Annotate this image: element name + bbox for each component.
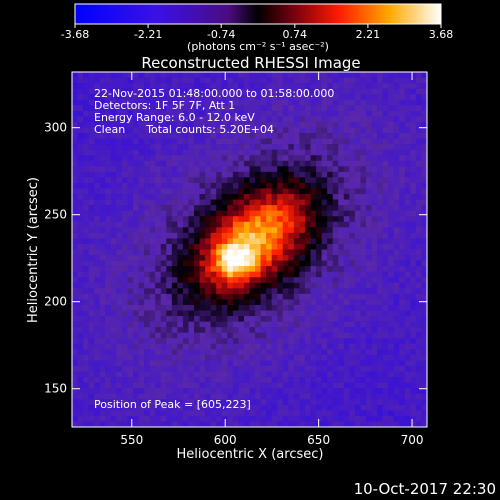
x-tick-label: 700 <box>401 433 424 447</box>
colorbar-tick-label: -0.74 <box>207 28 235 41</box>
x-axis-label: Heliocentric X (arcsec) <box>177 447 324 462</box>
chart-title: Reconstructed RHESSI Image <box>141 54 360 72</box>
x-axis-ticks: 550 600 650 700 <box>120 72 424 447</box>
annotation-clean-counts: Clean Total counts: 5.20E+04 <box>94 123 274 136</box>
y-tick-label: 150 <box>44 382 67 396</box>
x-tick-label: 550 <box>120 433 143 447</box>
colorbar-tick-label: 3.68 <box>429 28 454 41</box>
y-axis-label: Heliocentric Y (arcsec) <box>26 177 41 323</box>
y-tick-label: 200 <box>44 295 67 309</box>
annotation-detectors: Detectors: 1F 5F 7F, Att 1 <box>94 99 235 112</box>
plot-frame <box>71 71 428 428</box>
annotation-energy-range: Energy Range: 6.0 - 12.0 keV <box>94 111 255 124</box>
y-tick-label: 300 <box>44 121 67 135</box>
x-tick-label: 650 <box>307 433 330 447</box>
footer-timestamp: 10-Oct-2017 22:30 <box>353 480 496 498</box>
colorbar <box>74 3 442 25</box>
y-tick-label: 250 <box>44 208 67 222</box>
colorbar-tick-label: 2.21 <box>356 28 381 41</box>
colorbar-tick-label: -2.21 <box>134 28 162 41</box>
peak-position-label: Position of Peak = [605,223] <box>94 398 251 411</box>
annotation-time-range: 22-Nov-2015 01:48:00.000 to 01:58:00.000 <box>94 87 334 100</box>
x-tick-label: 600 <box>214 433 237 447</box>
colorbar-tick-label: 0.74 <box>283 28 308 41</box>
colorbar-tick-label: -3.68 <box>61 28 89 41</box>
colorbar-ticks: -3.68 -2.21 -0.74 0.74 2.21 3.68 <box>61 24 453 41</box>
y-axis-ticks: 150 200 250 300 <box>44 121 427 396</box>
heatmap-image <box>72 72 427 427</box>
colorbar-unit-label: (photons cm⁻² s⁻¹ asec⁻²) <box>187 40 329 53</box>
